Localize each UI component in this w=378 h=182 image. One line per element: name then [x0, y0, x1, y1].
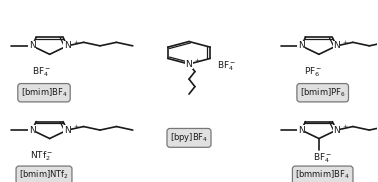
Text: NTf$_2^-$: NTf$_2^-$ — [31, 149, 54, 163]
Text: BF$_4^-$: BF$_4^-$ — [33, 65, 52, 79]
Text: +: + — [342, 124, 347, 129]
Text: N: N — [64, 41, 71, 50]
Text: +: + — [195, 58, 200, 63]
Text: N: N — [186, 60, 192, 69]
Text: N: N — [29, 41, 36, 50]
Text: N: N — [29, 126, 36, 134]
Text: N: N — [298, 41, 305, 50]
Text: N: N — [298, 126, 305, 134]
Text: N: N — [64, 126, 71, 134]
Text: +: + — [73, 124, 78, 129]
Text: BF$_4^-$: BF$_4^-$ — [313, 151, 332, 165]
Text: BF$_4^-$: BF$_4^-$ — [217, 60, 236, 73]
Text: +: + — [73, 39, 78, 45]
Text: [bpy]BF$_4$: [bpy]BF$_4$ — [170, 131, 208, 144]
Text: N: N — [333, 126, 340, 134]
Text: [bmmim]BF$_4$: [bmmim]BF$_4$ — [295, 169, 350, 181]
Text: [bmim]BF$_4$: [bmim]BF$_4$ — [21, 86, 67, 99]
Text: [bmim]PF$_6$: [bmim]PF$_6$ — [300, 86, 345, 99]
Text: +: + — [342, 39, 347, 45]
Text: N: N — [333, 41, 340, 50]
Text: PF$_6^-$: PF$_6^-$ — [304, 65, 322, 79]
Text: [bmim]NTf$_2$: [bmim]NTf$_2$ — [19, 169, 69, 181]
